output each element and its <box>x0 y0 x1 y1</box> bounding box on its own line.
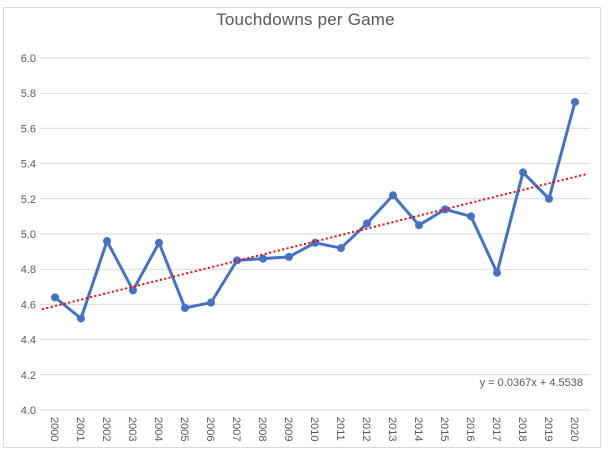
x-axis-tick-label: 2011 <box>334 417 346 441</box>
x-axis-tick-label: 2018 <box>516 417 528 441</box>
y-axis-tick-label: 6.0 <box>21 53 36 65</box>
data-point-marker <box>259 254 267 263</box>
y-axis-tick-label: 4.6 <box>21 299 36 311</box>
data-point-marker <box>311 238 319 247</box>
series-line <box>53 100 577 320</box>
y-axis-tick-label: 5.2 <box>21 194 36 206</box>
x-axis-tick-label: 2019 <box>542 417 554 441</box>
data-point-marker <box>103 237 111 246</box>
data-point-marker <box>519 168 527 177</box>
y-axis-tick-label: 4.8 <box>21 264 36 276</box>
trendline-equation-label: y = 0.0367x + 4.5538 <box>479 377 583 389</box>
data-point-marker <box>207 298 215 307</box>
trendline <box>41 172 589 311</box>
data-point-marker <box>389 191 397 200</box>
data-point-marker <box>337 244 345 253</box>
data-point-marker <box>233 256 241 265</box>
chart-title: Touchdowns per Game <box>216 10 395 29</box>
x-axis-tick-label: 2004 <box>152 417 164 441</box>
data-point-marker <box>285 252 293 261</box>
data-point-marker <box>363 219 371 228</box>
y-axis-tick-label: 4.4 <box>21 335 36 347</box>
x-axis-tick-label: 2013 <box>386 417 398 441</box>
y-axis-tick-label: 5.4 <box>21 159 36 171</box>
x-axis-tick-label: 2016 <box>464 417 476 441</box>
data-point-marker <box>155 238 163 247</box>
y-axis-tick-label: 5.6 <box>21 123 36 135</box>
y-axis-tick-label: 4.0 <box>21 405 36 417</box>
y-axis-tick-label: 4.2 <box>21 370 36 382</box>
x-axis-tick-label: 2009 <box>282 417 294 441</box>
x-axis-tick-label: 2020 <box>568 417 580 441</box>
y-axis-tick-label: 5.0 <box>21 229 36 241</box>
x-axis-tick-label: 2003 <box>126 417 138 441</box>
x-axis-tick-label: 2014 <box>412 417 424 441</box>
data-point-marker <box>181 303 189 312</box>
data-point-marker <box>467 212 475 221</box>
data-point-marker <box>129 286 137 295</box>
x-axis-tick-label: 2000 <box>48 417 60 441</box>
x-axis-tick-label: 2010 <box>308 417 320 441</box>
data-point-marker <box>77 314 85 323</box>
data-point-marker <box>51 293 59 302</box>
data-point-marker <box>571 98 579 106</box>
data-point-marker <box>545 194 553 203</box>
data-point-marker <box>493 268 501 277</box>
x-axis-tick-label: 2015 <box>438 417 450 441</box>
x-axis-tick-label: 2012 <box>360 417 372 441</box>
x-axis-tick-label: 2006 <box>204 417 216 441</box>
x-axis-tick-label: 2001 <box>74 417 86 441</box>
y-axis-tick-label: 5.8 <box>21 88 36 100</box>
x-axis-tick-label: 2008 <box>256 417 268 441</box>
x-axis-tick-label: 2017 <box>490 417 502 441</box>
x-axis-tick-label: 2002 <box>100 417 112 441</box>
x-axis-tick-label: 2005 <box>178 417 190 441</box>
x-axis-tick-label: 2007 <box>230 417 242 441</box>
data-point-marker <box>415 221 423 230</box>
